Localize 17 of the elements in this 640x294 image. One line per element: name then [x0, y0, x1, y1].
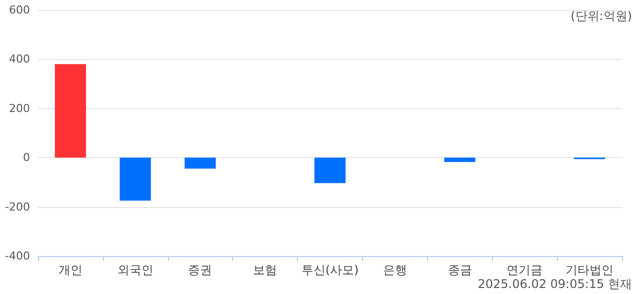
y-tick-label: -400 — [5, 250, 30, 262]
x-tick-label: 연기금 — [506, 263, 543, 277]
y-tick-label: 0 — [23, 151, 30, 164]
annotation: (단위:억원) — [570, 9, 632, 23]
y-tick-label: 200 — [9, 102, 30, 115]
text: 2025.06.02 09:05:15 현재 — [478, 277, 632, 291]
x-tick-label: 은행 — [382, 263, 407, 277]
x-tick-label: 외국인 — [117, 263, 154, 277]
x-tick-label: 증권 — [188, 263, 212, 277]
x-tick-label: 기타법인 — [566, 263, 614, 277]
y-tick-label: -200 — [5, 200, 30, 214]
x-tick-label: 종금 — [448, 263, 472, 277]
x-tick-label: 보험 — [253, 263, 278, 277]
y-tick-label: 600 — [9, 4, 30, 16]
y-tick-label: 400 — [9, 52, 30, 66]
x-tick-label: 투신(사모) — [301, 263, 359, 277]
x-tick-label: 개인 — [58, 263, 82, 277]
